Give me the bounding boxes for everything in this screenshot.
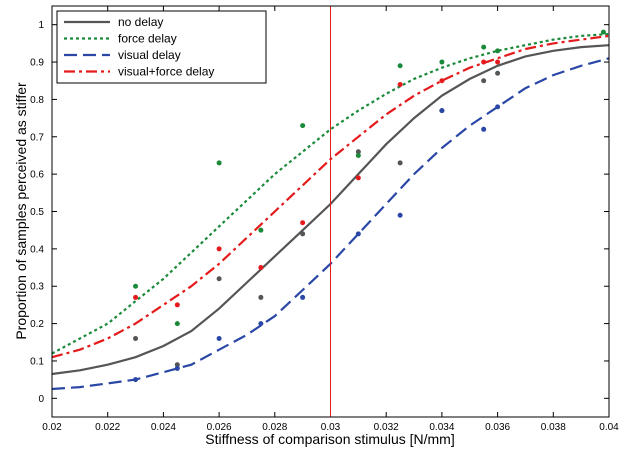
x-tick-label: 0.02 <box>42 422 62 433</box>
x-tick-label: 0.028 <box>262 422 287 433</box>
legend-label: no delay <box>118 15 163 29</box>
data-point <box>133 336 139 342</box>
y-tick-label: 0.3 <box>30 282 44 293</box>
data-point <box>174 362 180 368</box>
data-point <box>174 365 180 371</box>
y-tick-label: 0.6 <box>30 170 44 181</box>
data-point <box>174 321 180 327</box>
data-point <box>439 78 445 84</box>
data-point <box>481 78 487 84</box>
x-tick-label: 0.04 <box>599 422 619 433</box>
data-point <box>600 29 606 35</box>
data-point <box>495 104 501 110</box>
x-tick-label: 0.03 <box>321 422 341 433</box>
plot-frame <box>51 5 610 418</box>
x-axis-label: Stiffness of comparison stimulus [N/mm] <box>205 431 454 447</box>
y-tick-label: 0.4 <box>30 244 44 255</box>
axis-tick-labels: 0.02 0.022 0.024 0.026 0.028 0.03 0.032 0.034 0.… <box>30 20 619 433</box>
data-point <box>300 231 306 237</box>
data-point <box>300 220 306 226</box>
y-tick-label: 0.5 <box>30 207 44 218</box>
y-tick-label: 0.8 <box>30 95 44 106</box>
data-point <box>355 152 361 158</box>
x-tick-label: 0.022 <box>95 422 120 433</box>
legend-label: force delay <box>118 32 177 46</box>
x-tick-label: 0.038 <box>541 422 566 433</box>
data-point <box>216 246 222 252</box>
data-point <box>481 59 487 65</box>
y-tick-label: 0.9 <box>30 58 44 69</box>
y-axis-label: Proportion of samples perceived as stiff… <box>13 82 29 340</box>
data-point <box>481 44 487 50</box>
x-tick-label: 0.036 <box>485 422 510 433</box>
data-point <box>300 294 306 300</box>
data-point <box>439 59 445 65</box>
data-point <box>481 126 487 132</box>
data-point <box>495 48 501 54</box>
y-tick-label: 0 <box>38 394 44 405</box>
data-point <box>216 336 222 342</box>
data-point <box>397 160 403 166</box>
y-tick-label: 1 <box>38 20 44 31</box>
data-point <box>258 227 264 233</box>
data-point <box>258 265 264 271</box>
data-point <box>216 276 222 282</box>
data-point <box>355 175 361 181</box>
data-point <box>174 302 180 308</box>
legend: no delay force delay visual delay visual+fo… <box>56 10 267 84</box>
data-point <box>133 294 139 300</box>
data-point <box>495 59 501 65</box>
data-points <box>133 29 606 383</box>
x-tick-label: 0.034 <box>429 422 454 433</box>
data-point <box>439 108 445 114</box>
data-point <box>258 294 264 300</box>
x-tick-label: 0.026 <box>207 422 232 433</box>
data-point <box>258 321 264 327</box>
data-point <box>495 70 501 76</box>
legend-label: visual+force delay <box>118 65 214 79</box>
data-point <box>300 123 306 129</box>
y-tick-label: 0.2 <box>30 319 44 330</box>
x-tick-label: 0.032 <box>374 422 399 433</box>
data-point <box>355 149 361 155</box>
y-tick-label: 0.1 <box>30 356 44 367</box>
legend-label: visual delay <box>118 48 181 62</box>
data-point <box>397 212 403 218</box>
x-tick-label: 0.024 <box>151 422 176 433</box>
data-point <box>216 160 222 166</box>
data-point <box>133 283 139 289</box>
series-line <box>51 32 610 355</box>
data-point <box>133 377 139 383</box>
data-point <box>397 63 403 69</box>
data-point <box>397 81 403 87</box>
y-tick-label: 0.7 <box>30 132 44 143</box>
data-point <box>355 231 361 237</box>
